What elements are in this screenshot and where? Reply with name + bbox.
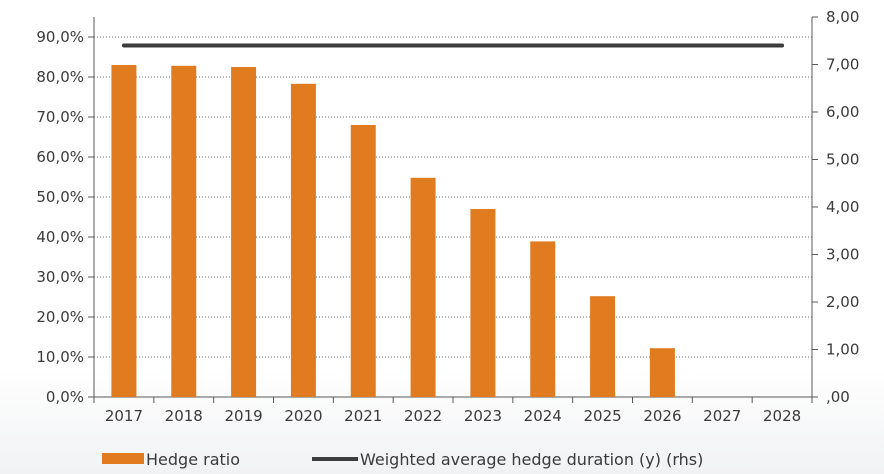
legend-label-duration: Weighted average hedge duration (y) (rhs… <box>360 450 703 469</box>
bar <box>410 177 436 397</box>
right-axis-tick-label: ,00 <box>826 388 850 406</box>
x-axis-tick-label: 2023 <box>464 407 502 425</box>
bar <box>290 83 316 398</box>
x-axis: 2017 2018 2019 2020 2021 2022 2023 2024 2025 2026… <box>93 397 813 425</box>
x-axis-tick-label: 2019 <box>224 407 262 425</box>
x-axis-tick-label: 2020 <box>284 407 322 425</box>
x-axis-tick-label: 2021 <box>344 407 382 425</box>
left-axis-tick-label: 40,0% <box>36 228 84 246</box>
bar <box>171 65 197 398</box>
left-axis-tick-label: 80,0% <box>36 68 84 86</box>
right-axis-tick-label: 8,00 <box>826 8 859 26</box>
left-axis-tick-label: 0,0% <box>46 388 84 406</box>
x-axis-tick-label: 2027 <box>703 407 741 425</box>
left-axis: 0,0% 10,0% 20,0% 30,0% 40,0% 50,0% 60,0% 70,0% 8… <box>36 28 94 406</box>
left-axis-tick-label: 10,0% <box>36 348 84 366</box>
bar <box>649 348 675 397</box>
bar <box>231 67 257 397</box>
right-axis-tick-label: 5,00 <box>826 151 859 169</box>
x-axis-tick-label: 2018 <box>165 407 203 425</box>
right-axis-tick-label: 6,00 <box>826 103 859 121</box>
bar <box>530 241 556 397</box>
right-axis-tick-label: 3,00 <box>826 246 859 264</box>
right-axis-tick-label: 1,00 <box>826 341 859 359</box>
x-axis-tick-label: 2026 <box>643 407 681 425</box>
bar <box>111 65 137 397</box>
right-axis: ,00 1,00 2,00 3,00 4,00 5,00 6,00 7,00 8,00 <box>812 8 859 406</box>
bar <box>350 125 376 397</box>
left-axis-tick-label: 30,0% <box>36 268 84 286</box>
right-axis-tick-label: 4,00 <box>826 198 859 216</box>
left-axis-tick-label: 20,0% <box>36 308 84 326</box>
legend-label-hedge-ratio: Hedge ratio <box>146 450 240 469</box>
x-axis-tick-label: 2025 <box>583 407 621 425</box>
bar <box>470 209 496 397</box>
bar-series <box>111 65 675 398</box>
x-axis-tick-label: 2017 <box>105 407 143 425</box>
legend: Hedge ratio Weighted average hedge durati… <box>102 450 703 469</box>
legend-swatch-hedge-ratio <box>102 453 144 464</box>
x-axis-tick-label: 2022 <box>404 407 442 425</box>
right-axis-tick-label: 7,00 <box>826 56 859 74</box>
x-axis-tick-label: 2024 <box>524 407 562 425</box>
bar <box>590 296 616 397</box>
left-axis-tick-label: 70,0% <box>36 108 84 126</box>
left-axis-tick-label: 50,0% <box>36 188 84 206</box>
left-axis-tick-label: 90,0% <box>36 28 84 46</box>
x-axis-tick-label: 2028 <box>763 407 801 425</box>
right-axis-tick-label: 2,00 <box>826 293 859 311</box>
left-axis-tick-label: 60,0% <box>36 148 84 166</box>
gridlines <box>94 36 812 358</box>
